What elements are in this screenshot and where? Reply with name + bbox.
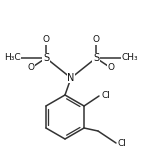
Text: N: N <box>67 73 75 83</box>
Text: O: O <box>107 63 114 72</box>
Text: S: S <box>43 53 49 63</box>
Text: S: S <box>93 53 99 63</box>
Text: Cl: Cl <box>118 138 127 147</box>
Text: O: O <box>42 36 50 45</box>
Text: Cl: Cl <box>101 92 110 100</box>
Text: CH₃: CH₃ <box>121 54 138 63</box>
Text: O: O <box>28 63 35 72</box>
Text: H₃C: H₃C <box>4 54 21 63</box>
Text: O: O <box>92 36 100 45</box>
